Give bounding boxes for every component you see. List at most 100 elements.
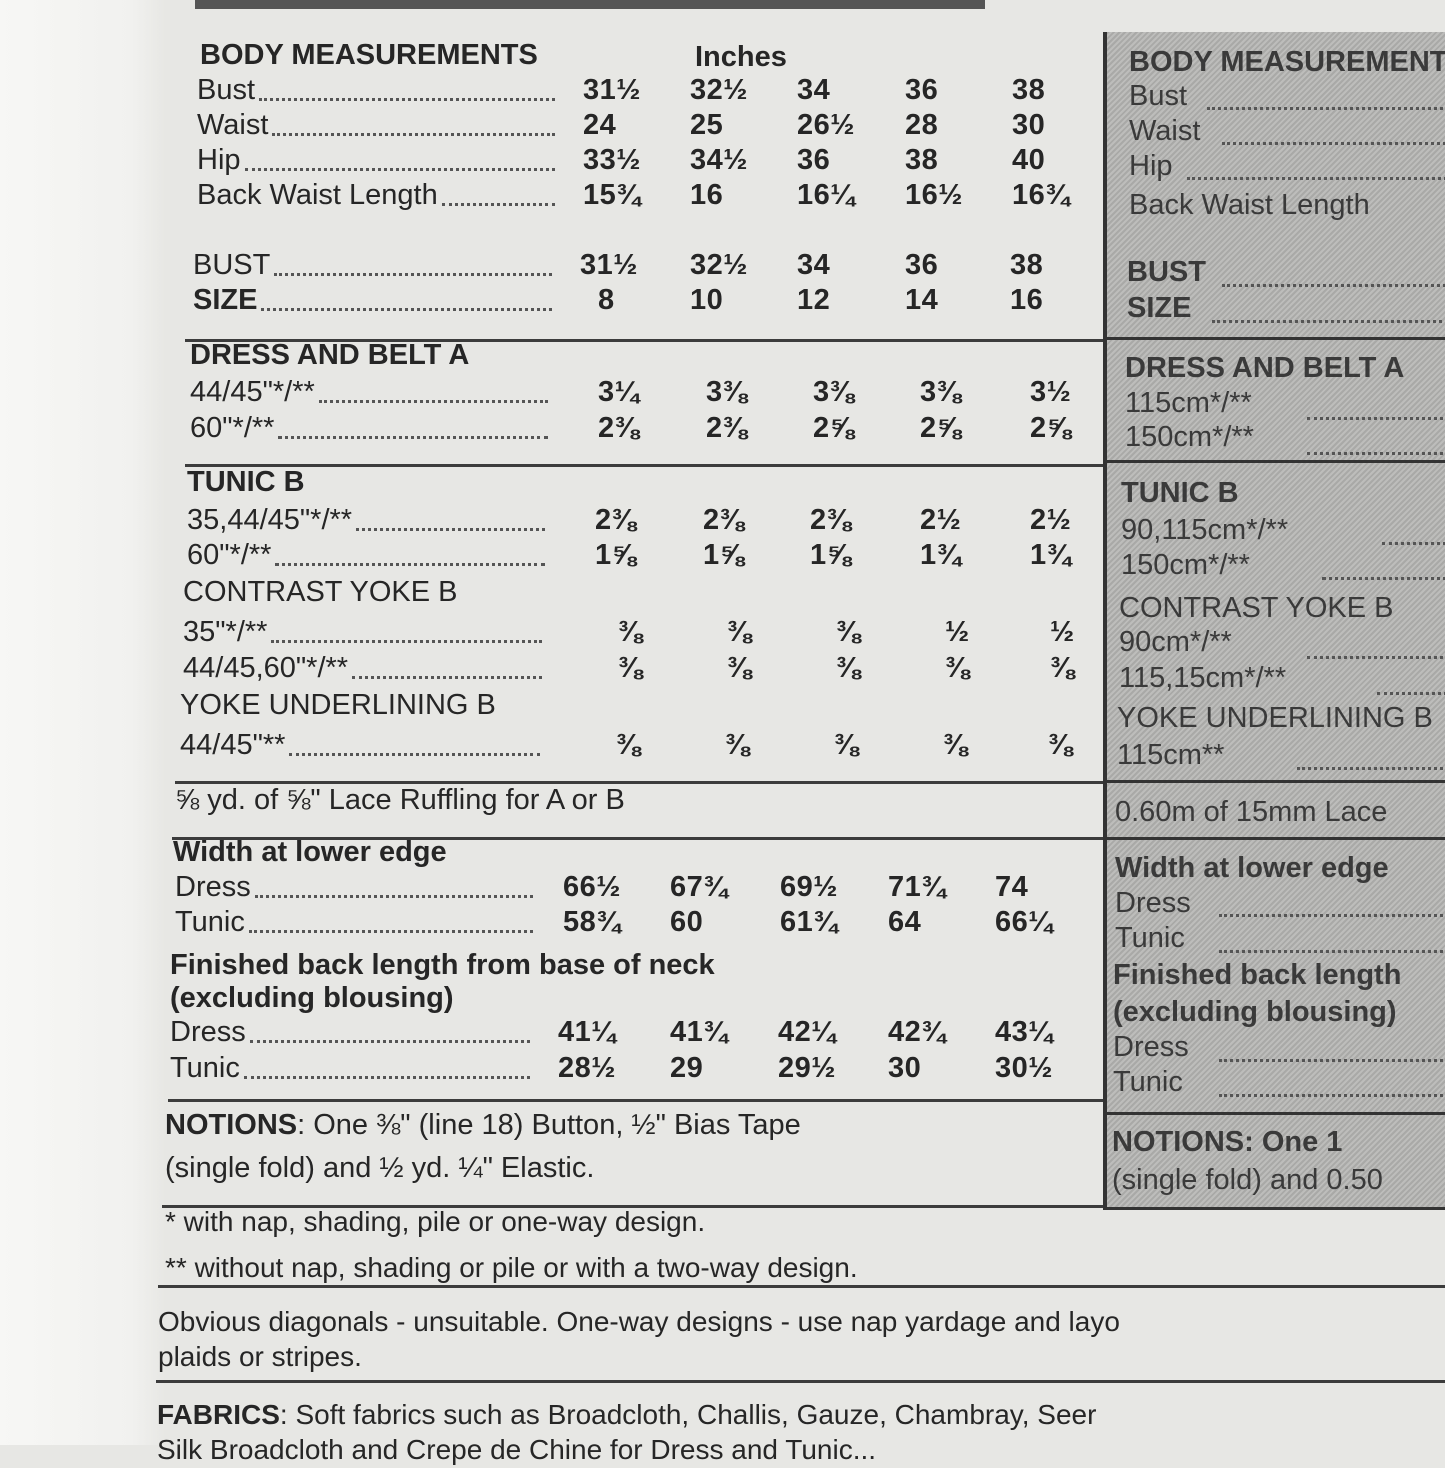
size-value: ⅜ (836, 652, 861, 684)
size-value: 2⅜ (595, 504, 637, 536)
measurement-row: Tunic 28½ 29 29½ 30 30½ (0, 1050, 1100, 1086)
size-value: ⅜ (725, 729, 750, 761)
leader-dots (275, 563, 545, 566)
size-value: 12 (797, 284, 831, 316)
size-value: 58¾ (563, 906, 621, 938)
measurement-row: BUST 31½ 32½ 34 36 38 (0, 247, 1100, 283)
measurement-row: SIZE 8 10 12 14 16 (0, 282, 1100, 318)
footnote-nap: * with nap, shading, pile or one-way des… (165, 1206, 706, 1237)
leader-dots (1219, 1094, 1445, 1097)
leader-dots (271, 640, 542, 643)
fabrics-text: : Soft fabrics such as Broadcloth, Chall… (279, 1399, 1097, 1430)
divider (185, 464, 1105, 467)
metric-contrast-115: 115,15cm*/** (1119, 662, 1287, 694)
size-value: ⅜ (1048, 729, 1073, 761)
size-value: 32½ (690, 249, 748, 281)
size-value: 28½ (558, 1052, 616, 1084)
row-label: Dress (170, 1016, 246, 1048)
leader-dots (244, 1076, 530, 1079)
size-value: 31½ (583, 74, 641, 106)
leader-dots (245, 168, 555, 171)
divider (1107, 337, 1445, 340)
size-value: 33½ (583, 144, 641, 176)
page-margin (0, 0, 165, 1445)
size-value: 36 (797, 144, 831, 176)
notions-line-2: (single fold) and ½ yd. ¼" Elastic. (165, 1152, 595, 1184)
divider (1107, 1112, 1445, 1115)
metric-excluding: (excluding blousing) (1113, 996, 1397, 1028)
measurement-row: 44/45"*/** 3¼ 3⅜ 3⅜ 3⅜ 3½ (0, 374, 1100, 410)
metric-contrast: CONTRAST YOKE B (1119, 592, 1394, 624)
measurement-row: Hip 33½ 34½ 36 38 40 (0, 142, 1100, 178)
size-value: 34½ (690, 144, 748, 176)
size-value: 16¾ (1012, 179, 1070, 211)
fabrics-line-2: Silk Broadcloth and Crepe de Chine for D… (157, 1434, 877, 1465)
metric-fin-dress: Dress (1113, 1031, 1189, 1063)
footnote-without-nap: ** without nap, shading or pile or with … (165, 1252, 858, 1283)
size-value: 38 (1012, 74, 1046, 106)
tunic-heading: TUNIC B (187, 466, 305, 498)
size-value: 16½ (905, 179, 963, 211)
size-value: 3⅜ (920, 376, 962, 408)
size-value: 36 (905, 74, 939, 106)
leader-dots (319, 400, 548, 403)
leader-dots (249, 930, 533, 933)
lace-note: ⅝ yd. of ⅝" Lace Ruffling for A or B (175, 784, 625, 816)
metric-width: Width at lower edge (1115, 852, 1389, 884)
leader-dots (1322, 577, 1445, 580)
measurement-row: Tunic 58¾ 60 61¾ 64 66¼ (0, 904, 1100, 940)
leader-dots (261, 308, 552, 311)
size-value: 43¼ (995, 1016, 1053, 1048)
size-value: 16 (690, 179, 724, 211)
fabrics-label: FABRICS (157, 1399, 280, 1430)
leader-dots (255, 895, 533, 898)
row-label: 44/45"** (180, 729, 286, 761)
leader-dots (1382, 542, 1445, 545)
size-value: ⅜ (616, 729, 641, 761)
size-value: 2⅜ (706, 412, 748, 444)
leader-dots (442, 203, 555, 206)
size-value: ⅜ (618, 652, 643, 684)
row-label: BUST (193, 249, 271, 281)
size-value: ⅜ (727, 616, 752, 648)
metric-bust: Bust (1129, 80, 1188, 112)
size-value: 1⅝ (810, 539, 852, 571)
size-value: 67¾ (670, 871, 728, 903)
metric-dress-115: 115cm*/** (1125, 387, 1252, 419)
row-label: 60"*/** (190, 412, 275, 444)
row-label: Dress (175, 871, 251, 903)
size-value: 61¾ (780, 906, 838, 938)
size-value: 2⅜ (810, 504, 852, 536)
size-value: 31½ (580, 249, 638, 281)
row-label: Waist (197, 109, 269, 141)
size-value: 2⅝ (920, 412, 962, 444)
row-label: Back Waist Length (197, 179, 438, 211)
metric-bust-2: BUST (1127, 256, 1206, 288)
row-label: 35"*/** (183, 616, 268, 648)
metric-tunic-150: 150cm*/** (1121, 549, 1250, 581)
size-value: 30 (1012, 109, 1046, 141)
metric-width-dress: Dress (1115, 887, 1191, 919)
size-value: 74 (995, 871, 1029, 903)
suitability-line-1: Obvious diagonals - unsuitable. One-way … (158, 1306, 1120, 1337)
row-label: Bust (197, 74, 256, 106)
leader-dots (274, 273, 552, 276)
size-value: 2½ (920, 504, 962, 536)
metric-dress-belt: DRESS AND BELT A (1125, 352, 1405, 384)
divider (156, 1380, 1445, 1383)
width-heading: Width at lower edge (173, 836, 447, 868)
leader-dots (1187, 177, 1445, 180)
row-label: 35,44/45"*/** (187, 504, 353, 536)
metric-panel: BODY MEASUREMENTS Bust Waist Hip Back Wa… (1103, 32, 1445, 1210)
size-value: 15¾ (583, 179, 641, 211)
size-value: 38 (905, 144, 939, 176)
finished-length-subheading: (excluding blousing) (170, 982, 454, 1014)
size-value: 29½ (778, 1052, 836, 1084)
size-value: 1¾ (1030, 539, 1072, 571)
divider (175, 781, 1105, 784)
size-value: 2⅜ (703, 504, 745, 536)
metric-dress-150: 150cm*/** (1125, 421, 1254, 453)
size-value: 10 (690, 284, 724, 316)
metric-heading: BODY MEASUREMENTS (1129, 46, 1445, 78)
size-value: 16 (1010, 284, 1044, 316)
